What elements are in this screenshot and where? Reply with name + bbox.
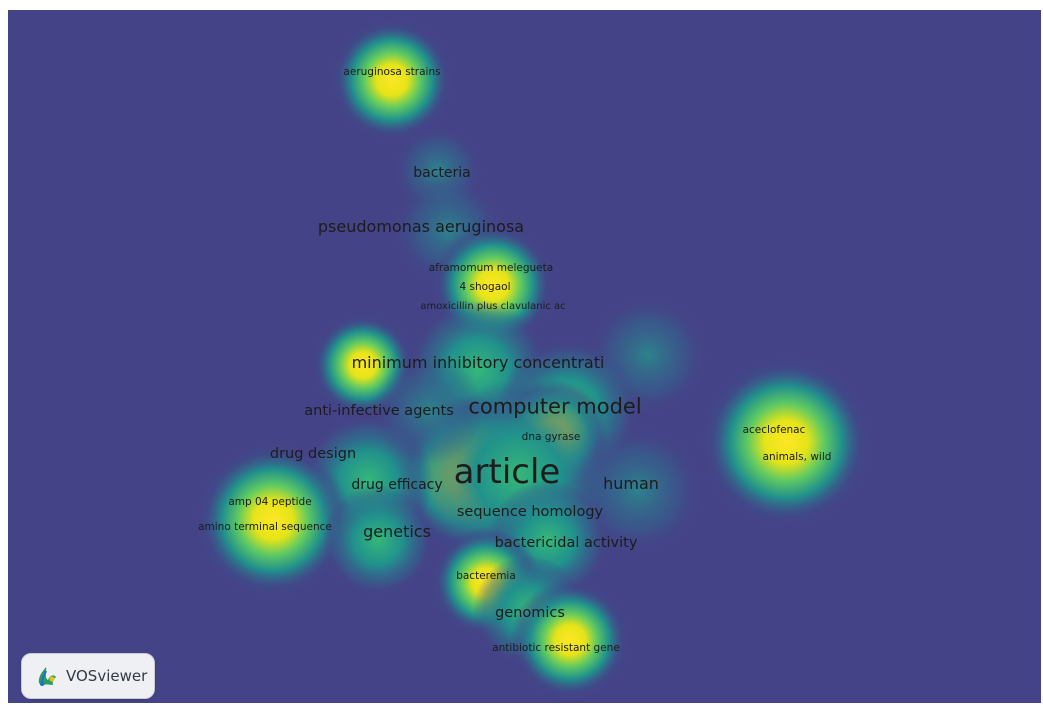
density-blob (330, 18, 454, 142)
term-label-genetics[interactable]: genetics (363, 522, 431, 541)
term-label-human[interactable]: human (603, 474, 659, 493)
term-label-amp-04-peptide[interactable]: amp 04 peptide (228, 495, 312, 508)
term-label-article[interactable]: article (453, 452, 561, 492)
term-label-genomics[interactable]: genomics (495, 604, 565, 621)
density-blob (700, 356, 872, 528)
term-label-aceclofenac[interactable]: aceclofenac (742, 423, 806, 436)
term-label-dna-gyrase[interactable]: dna gyrase (521, 430, 581, 443)
density-blob (195, 442, 351, 598)
term-label-anti-infective-agents[interactable]: anti-infective agents (304, 402, 454, 419)
density-blob (323, 485, 433, 595)
term-label-computer-model[interactable]: computer model (468, 394, 642, 419)
term-label-amino-terminal-sequence[interactable]: amino terminal sequence (198, 520, 332, 533)
term-label-minimum-inhibitory-concentrati[interactable]: minimum inhibitory concentrati (351, 353, 605, 372)
term-label-sequence-homology[interactable]: sequence homology (456, 503, 604, 520)
term-label-bactericidal-activity[interactable]: bactericidal activity (494, 534, 638, 551)
density-blob (373, 355, 483, 465)
vosviewer-logo-icon (38, 667, 56, 686)
term-label-bacteria[interactable]: bacteria (413, 165, 471, 181)
density-blob (510, 580, 630, 700)
term-label-pseudomonas-aeruginosa[interactable]: pseudomonas aeruginosa (317, 217, 525, 236)
term-label-bacteremia[interactable]: bacteremia (456, 569, 516, 582)
vosviewer-badge-label: VOSviewer (66, 667, 148, 685)
term-label-amoxicillin-plus-clavulanic-ac[interactable]: amoxicillin plus clavulanic ac (420, 301, 566, 312)
density-heatmap (8, 10, 1041, 703)
density-map[interactable]: aeruginosa strains bacteria pseudomonas ae… (8, 10, 1041, 703)
term-label-animals-wild[interactable]: animals, wild (762, 450, 832, 463)
term-label-drug-efficacy[interactable]: drug efficacy (351, 477, 443, 493)
vosviewer-badge[interactable]: VOSviewer (21, 653, 155, 699)
term-label-aeruginosa-strains[interactable]: aeruginosa strains (343, 65, 441, 78)
term-label-4-shogaol[interactable]: 4 shogaol (459, 280, 511, 293)
term-label-aframomum-melegueta[interactable]: aframomum melegueta (428, 261, 554, 274)
density-blob (573, 425, 703, 555)
term-label-drug-design[interactable]: drug design (269, 445, 357, 462)
term-label-antibiotic-resistant-gene[interactable]: antibiotic resistant gene (492, 641, 620, 654)
